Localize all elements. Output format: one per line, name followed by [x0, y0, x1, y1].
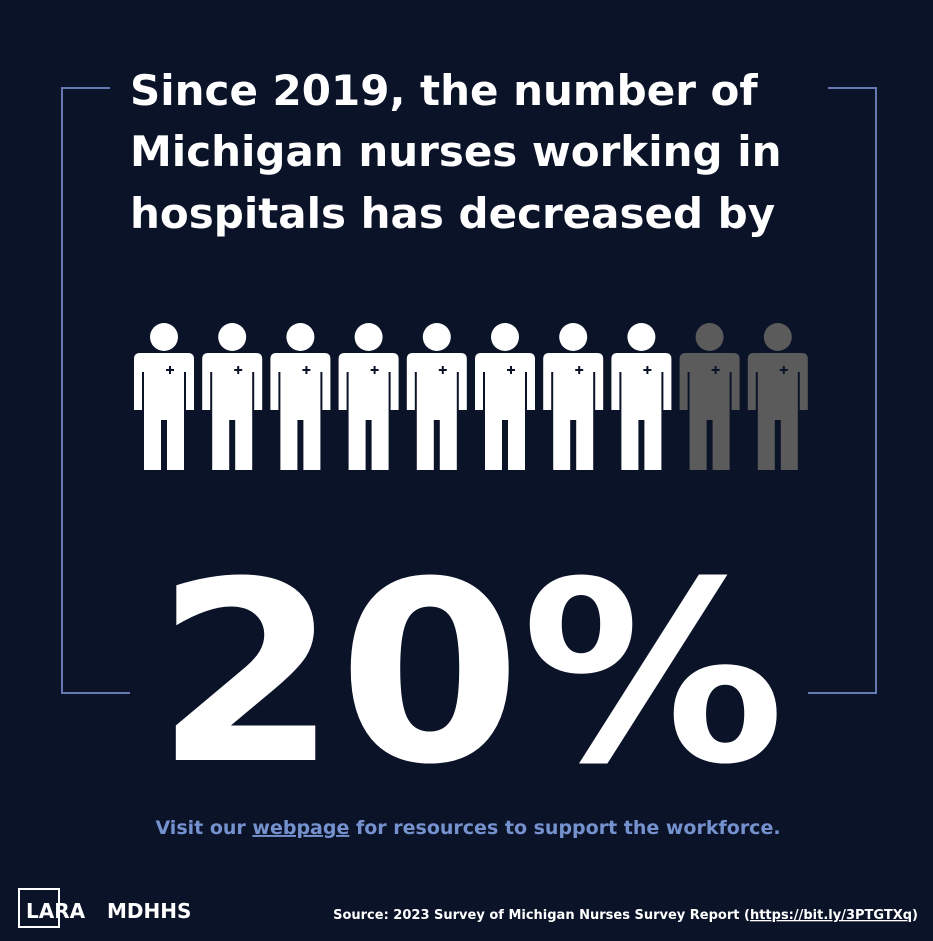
- icon-head: [763, 323, 792, 351]
- icon-head: [218, 323, 247, 351]
- icon-cross: [575, 366, 584, 374]
- icon-cross: [507, 366, 515, 374]
- icon-cross: [234, 366, 243, 374]
- icon-body: [338, 353, 399, 470]
- icon-body: [679, 353, 740, 470]
- icon-head: [354, 323, 383, 351]
- nurse-icon: [134, 323, 194, 470]
- cta: Visit our webpage for resources to suppo…: [155, 817, 780, 839]
- icon-body: [475, 353, 535, 470]
- cta-link[interactable]: webpage: [252, 817, 349, 839]
- icon-cross: [438, 366, 447, 374]
- logo-mdhhs: MDHHS: [107, 899, 191, 923]
- icon-head: [559, 323, 588, 351]
- nurse-icon: [679, 323, 740, 470]
- nurse-icon: [611, 323, 672, 470]
- source-text: Source: 2023 Survey of Michigan Nurses S…: [333, 908, 750, 923]
- icon-body: [747, 353, 808, 470]
- nurse-icon: [543, 323, 604, 470]
- icon-cross: [302, 366, 311, 374]
- icon-cross: [166, 366, 174, 374]
- icon-head: [422, 323, 451, 351]
- icon-cross: [711, 366, 720, 374]
- nurse-icon: [475, 323, 535, 470]
- nurse-icon: [406, 323, 467, 470]
- icon-head: [491, 323, 519, 351]
- cta-text: Visit our: [155, 817, 252, 839]
- headline-line: Since 2019, the number of: [130, 66, 758, 115]
- icon-body: [611, 353, 672, 470]
- logo-lara: LARA: [26, 899, 86, 923]
- statistic: 20%: [155, 528, 785, 819]
- nurse-icon: [270, 323, 331, 470]
- icon-cross: [370, 366, 379, 374]
- headline-line: hospitals has decreased by: [130, 189, 775, 238]
- icon-body: [406, 353, 467, 470]
- icon-cross: [643, 366, 652, 374]
- icon-body: [270, 353, 331, 470]
- frame-left: [61, 87, 130, 694]
- nurse-icon: [338, 323, 399, 470]
- icon-head: [627, 323, 656, 351]
- cta-text: for resources to support the workforce.: [349, 817, 780, 839]
- source-text: ): [912, 908, 918, 923]
- pictogram: [134, 323, 808, 470]
- icon-body: [202, 353, 263, 470]
- source: Source: 2023 Survey of Michigan Nurses S…: [333, 908, 918, 923]
- icon-head: [286, 323, 315, 351]
- headline-line: Michigan nurses working in: [130, 127, 782, 176]
- lara-box: [18, 888, 60, 928]
- icon-body: [134, 353, 194, 470]
- nurse-icon: [202, 323, 263, 470]
- nurse-icon: [747, 323, 808, 470]
- frame-right: [808, 87, 877, 694]
- icon-cross: [779, 366, 788, 374]
- source-link[interactable]: https://bit.ly/3PTGTXq: [750, 908, 912, 923]
- icon-head: [695, 323, 724, 351]
- icon-head: [150, 323, 178, 351]
- icon-body: [543, 353, 604, 470]
